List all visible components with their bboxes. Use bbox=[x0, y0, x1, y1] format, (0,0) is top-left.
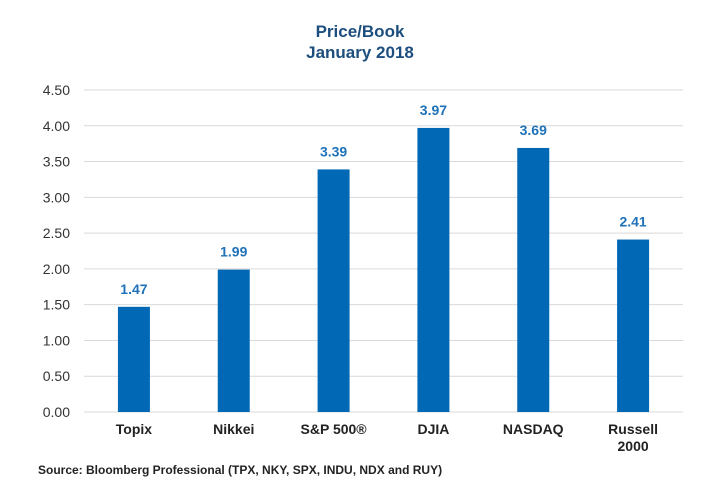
y-tick-label: 1.50 bbox=[43, 297, 70, 313]
bar bbox=[617, 239, 650, 412]
chart-title: Price/Book bbox=[315, 22, 405, 41]
x-tick-label: S&P 500® bbox=[301, 421, 368, 437]
bar bbox=[217, 269, 250, 412]
x-tick-label: Nikkei bbox=[213, 421, 254, 437]
gridlines bbox=[84, 89, 683, 413]
data-label: 2.41 bbox=[619, 214, 646, 230]
chart-subtitle: January 2018 bbox=[306, 43, 414, 62]
bar bbox=[317, 169, 350, 412]
y-tick-label: 0.00 bbox=[43, 404, 70, 420]
bars bbox=[117, 127, 650, 413]
bar bbox=[417, 127, 450, 413]
y-tick-label: 2.50 bbox=[43, 225, 70, 241]
bar bbox=[517, 147, 550, 412]
bar bbox=[117, 306, 150, 412]
data-label: 1.47 bbox=[120, 281, 147, 297]
y-tick-label: 2.00 bbox=[43, 261, 70, 277]
x-tick-label: NASDAQ bbox=[503, 421, 564, 437]
data-label: 3.39 bbox=[320, 143, 347, 159]
y-axis-ticks: 0.00 0.50 1.00 1.50 2.00 2.50 3.00 3.50 4.00 4.50 bbox=[43, 82, 70, 420]
x-tick-label: DJIA bbox=[417, 421, 449, 437]
y-tick-label: 4.50 bbox=[43, 82, 70, 98]
y-tick-label: 4.00 bbox=[43, 118, 70, 134]
data-label: 1.99 bbox=[220, 244, 247, 260]
data-label: 3.97 bbox=[420, 102, 447, 118]
data-label: 3.69 bbox=[520, 122, 547, 138]
x-tick-label: 2000 bbox=[618, 438, 649, 454]
source-note: Source: Bloomberg Professional (TPX, NKY… bbox=[38, 463, 443, 477]
data-labels: 1.47 1.99 3.39 3.97 3.69 2.41 bbox=[120, 102, 647, 297]
y-tick-label: 0.50 bbox=[43, 368, 70, 384]
y-tick-label: 1.00 bbox=[43, 332, 70, 348]
y-tick-label: 3.50 bbox=[43, 154, 70, 170]
y-tick-label: 3.00 bbox=[43, 189, 70, 205]
x-tick-label: Russell bbox=[608, 421, 658, 437]
x-tick-label: Topix bbox=[116, 421, 153, 437]
